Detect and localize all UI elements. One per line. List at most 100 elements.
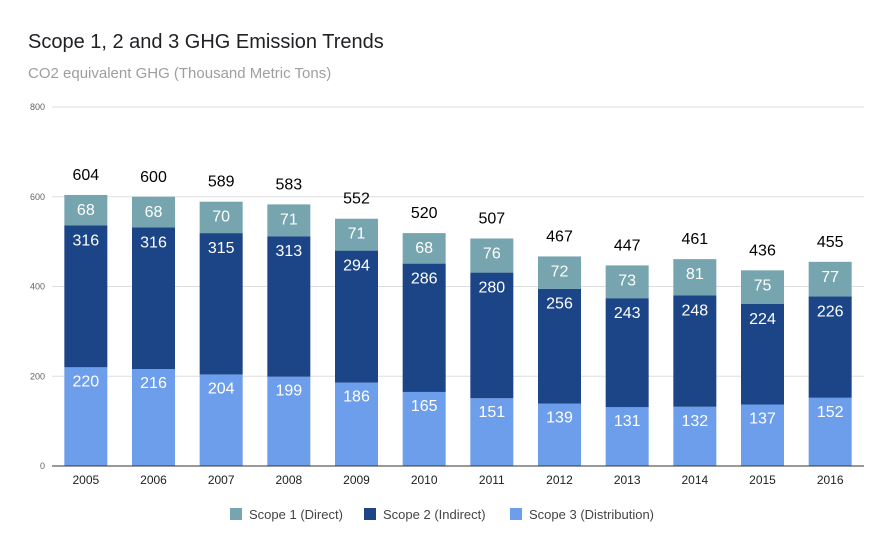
legend-swatch bbox=[364, 508, 376, 520]
x-tick-label: 2013 bbox=[614, 473, 641, 487]
bar-segment bbox=[402, 391, 446, 466]
x-tick-label: 2007 bbox=[208, 473, 235, 487]
segment-value-label: 224 bbox=[749, 311, 776, 328]
bar-segment bbox=[335, 382, 378, 466]
y-tick-label: 600 bbox=[30, 192, 45, 202]
segment-value-label: 71 bbox=[280, 211, 298, 228]
legend-label: Scope 2 (Indirect) bbox=[383, 507, 486, 522]
chart-subtitle: CO2 equivalent GHG (Thousand Metric Tons… bbox=[28, 65, 331, 82]
gridlines: 0 200 400 600 800 bbox=[30, 102, 864, 471]
segment-value-label: 316 bbox=[72, 232, 99, 249]
legend-swatch bbox=[510, 508, 522, 520]
y-tick-label: 0 bbox=[40, 461, 45, 471]
x-tick-label: 2008 bbox=[275, 473, 302, 487]
bar-segment bbox=[808, 296, 852, 398]
bar-segment bbox=[132, 227, 175, 370]
segment-value-label: 77 bbox=[821, 269, 839, 286]
bar-segment bbox=[605, 298, 649, 408]
segment-value-label: 248 bbox=[681, 302, 708, 319]
segment-value-label: 72 bbox=[551, 263, 569, 280]
bar-segment bbox=[605, 265, 649, 299]
y-tick-label: 200 bbox=[30, 371, 45, 381]
total-value-label: 583 bbox=[275, 176, 302, 193]
bar-segment bbox=[132, 196, 175, 228]
total-value-label: 552 bbox=[343, 191, 370, 208]
total-value-label: 461 bbox=[681, 231, 708, 248]
segment-value-label: 70 bbox=[212, 209, 230, 226]
segment-value-label: 131 bbox=[614, 413, 641, 430]
segment-value-label: 220 bbox=[72, 373, 99, 390]
total-value-label: 520 bbox=[411, 205, 438, 222]
segment-value-label: 75 bbox=[754, 277, 772, 294]
total-value-label: 589 bbox=[208, 174, 235, 191]
bar-segment bbox=[538, 288, 581, 404]
bar-segment bbox=[64, 367, 108, 466]
segment-value-label: 226 bbox=[817, 303, 844, 320]
bar-segment bbox=[267, 376, 311, 466]
bar-segment bbox=[199, 233, 243, 375]
bar-segment bbox=[64, 225, 108, 368]
bar-segment bbox=[64, 194, 108, 226]
bar-segment bbox=[335, 218, 378, 251]
bar-segment bbox=[470, 272, 514, 399]
bar-segment bbox=[538, 403, 581, 466]
bar-labels: 220 316 68 604 216 316 68 600 204 315 70 589 199 313 7… bbox=[72, 167, 843, 430]
segment-value-label: 286 bbox=[411, 271, 438, 288]
x-tick-label: 2015 bbox=[749, 473, 776, 487]
y-tick-label: 400 bbox=[30, 282, 45, 292]
total-value-label: 436 bbox=[749, 242, 776, 259]
segment-value-label: 294 bbox=[343, 258, 370, 275]
bar-segment bbox=[402, 233, 446, 264]
total-value-label: 507 bbox=[478, 210, 505, 227]
segment-value-label: 68 bbox=[415, 240, 433, 257]
bar-segment bbox=[808, 261, 852, 297]
x-tick-label: 2010 bbox=[411, 473, 438, 487]
segment-value-label: 68 bbox=[77, 202, 95, 219]
legend-label: Scope 3 (Distribution) bbox=[529, 507, 654, 522]
total-value-label: 600 bbox=[140, 169, 167, 186]
bar-segment bbox=[470, 398, 514, 466]
legend: Scope 1 (Direct) Scope 2 (Indirect) Scope … bbox=[230, 507, 654, 522]
bar-segment bbox=[402, 263, 446, 392]
segment-value-label: 152 bbox=[817, 404, 844, 421]
bar-segment bbox=[538, 256, 581, 289]
segment-value-label: 280 bbox=[478, 280, 505, 297]
segment-value-label: 68 bbox=[145, 204, 163, 221]
segment-value-label: 256 bbox=[546, 296, 573, 313]
segment-value-label: 81 bbox=[686, 266, 704, 283]
x-tick-label: 2006 bbox=[140, 473, 167, 487]
x-tick-label: 2005 bbox=[72, 473, 99, 487]
bar-segment bbox=[741, 270, 784, 305]
bar-segment bbox=[741, 304, 784, 405]
x-tick-label: 2009 bbox=[343, 473, 370, 487]
legend-label: Scope 1 (Direct) bbox=[249, 507, 343, 522]
chart-title: Scope 1, 2 and 3 GHG Emission Trends bbox=[28, 31, 384, 53]
segment-value-label: 313 bbox=[275, 243, 302, 260]
x-tick-label: 2012 bbox=[546, 473, 573, 487]
bar-segment bbox=[267, 204, 311, 237]
bar-segment bbox=[673, 406, 717, 466]
bar-segment bbox=[199, 374, 243, 466]
bar-segment bbox=[673, 295, 717, 407]
segment-value-label: 71 bbox=[348, 226, 366, 243]
x-tick-label: 2016 bbox=[817, 473, 844, 487]
segment-value-label: 165 bbox=[411, 398, 438, 415]
segment-value-label: 137 bbox=[749, 411, 776, 428]
x-tick-label: 2011 bbox=[479, 473, 505, 487]
segment-value-label: 76 bbox=[483, 245, 501, 262]
segment-value-label: 243 bbox=[614, 305, 641, 322]
segment-value-label: 199 bbox=[275, 383, 302, 400]
segment-value-label: 186 bbox=[343, 389, 370, 406]
total-value-label: 455 bbox=[817, 234, 844, 251]
total-value-label: 467 bbox=[546, 228, 573, 245]
segment-value-label: 315 bbox=[208, 240, 235, 257]
y-tick-label: 800 bbox=[30, 102, 45, 112]
bar-segment bbox=[470, 238, 514, 273]
segment-value-label: 139 bbox=[546, 410, 573, 427]
segment-value-label: 73 bbox=[618, 272, 636, 289]
segment-value-label: 132 bbox=[681, 413, 708, 430]
bar-segment bbox=[741, 404, 784, 466]
segment-value-label: 216 bbox=[140, 375, 167, 392]
segment-value-label: 204 bbox=[208, 380, 235, 397]
